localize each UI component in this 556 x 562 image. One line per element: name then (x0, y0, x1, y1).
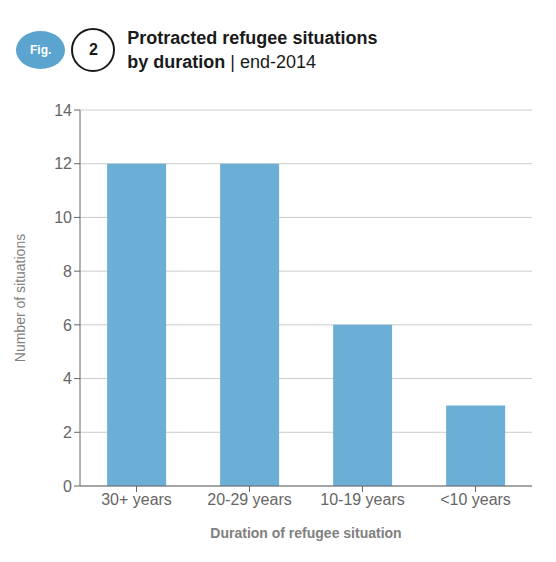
svg-text:0: 0 (63, 478, 72, 495)
svg-text:2: 2 (63, 424, 72, 441)
html-text:2: 2 (88, 41, 98, 58)
svg-text:6: 6 (63, 317, 72, 334)
html-text:Fig.: Fig. (30, 43, 52, 57)
svg-text:Duration of refugee situation: Duration of refugee situation (210, 525, 401, 541)
html-text:by duration | end-2014: by duration | end-2014 (127, 52, 317, 72)
html-text:Protracted refugee situations: Protracted refugee situations (127, 28, 378, 48)
svg-text:20-29 years: 20-29 years (207, 491, 292, 508)
svg-text:14: 14 (54, 102, 72, 119)
svg-text:10: 10 (54, 209, 72, 226)
svg-text:4: 4 (63, 370, 72, 387)
svg-text:Number of situations: Number of situations (12, 234, 28, 362)
svg-text:12: 12 (54, 155, 72, 172)
svg-text:10-19 years: 10-19 years (320, 491, 405, 508)
svg-text:<10 years: <10 years (440, 491, 511, 508)
svg-text:30+ years: 30+ years (101, 491, 172, 508)
svg-text:8: 8 (63, 263, 72, 280)
